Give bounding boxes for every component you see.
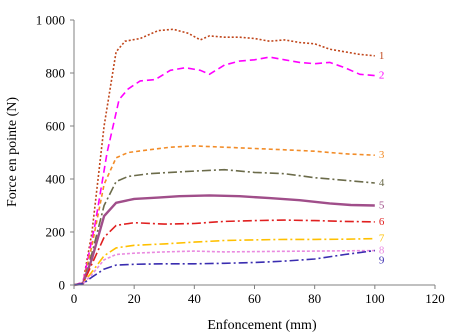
x-tick-label: 20 — [128, 291, 141, 306]
x-tick-label: 40 — [188, 291, 201, 306]
series-label-3: 3 — [379, 149, 385, 161]
y-tick-label: 800 — [46, 66, 66, 81]
y-axis-title: Force en pointe (N) — [5, 97, 20, 207]
series-line-2 — [73, 56, 375, 286]
y-tick-label: 400 — [46, 172, 66, 187]
series-label-2: 2 — [379, 70, 385, 82]
series-line-8 — [73, 249, 375, 286]
x-tick-label: 80 — [308, 291, 321, 306]
series-label-7: 7 — [379, 233, 385, 245]
series-label-9: 9 — [379, 255, 385, 267]
y-tick-label: 0 — [59, 278, 66, 293]
x-tick-label: 60 — [248, 291, 261, 306]
series-line-9 — [73, 249, 375, 286]
x-tick-label: 120 — [425, 291, 445, 306]
series-labels: 1 2 3 4 5 6 789 — [379, 50, 385, 267]
series-line-1 — [73, 28, 375, 286]
series-label-1: 1 — [379, 50, 385, 62]
series-line-3 — [73, 145, 375, 286]
ticks: 0 20 40 60 80 100 120 0 200 400 600 800 1 000 — [36, 13, 445, 307]
x-tick-label: 100 — [365, 291, 385, 306]
series-label-6: 6 — [379, 216, 385, 228]
series-line-6 — [73, 219, 375, 286]
series-line-5 — [73, 194, 375, 287]
series-line-4 — [73, 168, 375, 286]
series-line-7 — [73, 237, 375, 286]
series-label-5: 5 — [379, 200, 385, 212]
y-tick-label: 1 000 — [36, 13, 65, 28]
x-axis-title: Enfoncement (mm) — [207, 318, 317, 333]
y-tick-label: 600 — [46, 119, 66, 134]
series-label-4: 4 — [379, 177, 385, 189]
series-label-8: 8 — [379, 245, 385, 257]
x-tick-label: 0 — [71, 291, 78, 306]
plot-lines — [73, 28, 375, 287]
y-tick-label: 200 — [46, 225, 66, 240]
